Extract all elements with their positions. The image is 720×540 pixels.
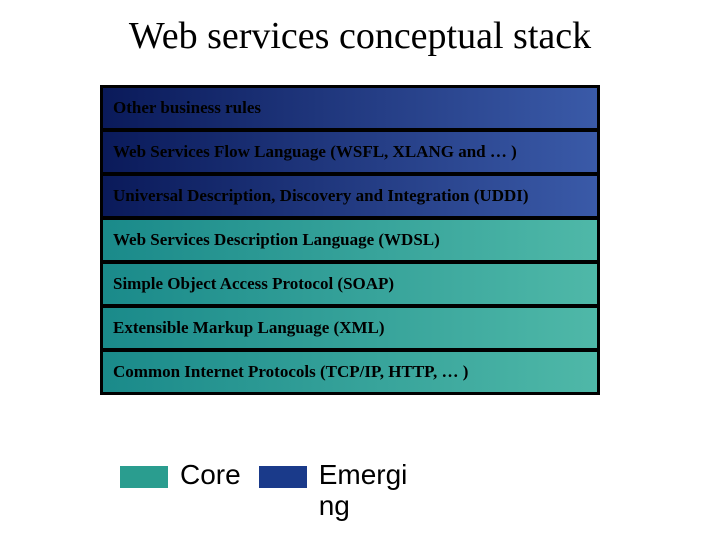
page-title: Web services conceptual stack	[0, 14, 720, 58]
legend-swatch	[259, 466, 307, 488]
stack-layer: Common Internet Protocols (TCP/IP, HTTP,…	[102, 351, 598, 393]
legend-item-emerging: Emergi ng	[259, 460, 408, 522]
legend-item-core: Core	[120, 460, 241, 491]
legend-swatch	[120, 466, 168, 488]
stack-container: Other business rulesWeb Services Flow La…	[100, 85, 600, 395]
legend-label: Core	[180, 460, 241, 491]
legend: Core Emergi ng	[120, 460, 407, 522]
stack-layer: Extensible Markup Language (XML)	[102, 307, 598, 349]
stack-layer: Simple Object Access Protocol (SOAP)	[102, 263, 598, 305]
stack-layer: Other business rules	[102, 87, 598, 129]
legend-label: Emergi ng	[319, 460, 408, 522]
stack-layer: Universal Description, Discovery and Int…	[102, 175, 598, 217]
stack-layer: Web Services Description Language (WDSL)	[102, 219, 598, 261]
stack-layer: Web Services Flow Language (WSFL, XLANG …	[102, 131, 598, 173]
